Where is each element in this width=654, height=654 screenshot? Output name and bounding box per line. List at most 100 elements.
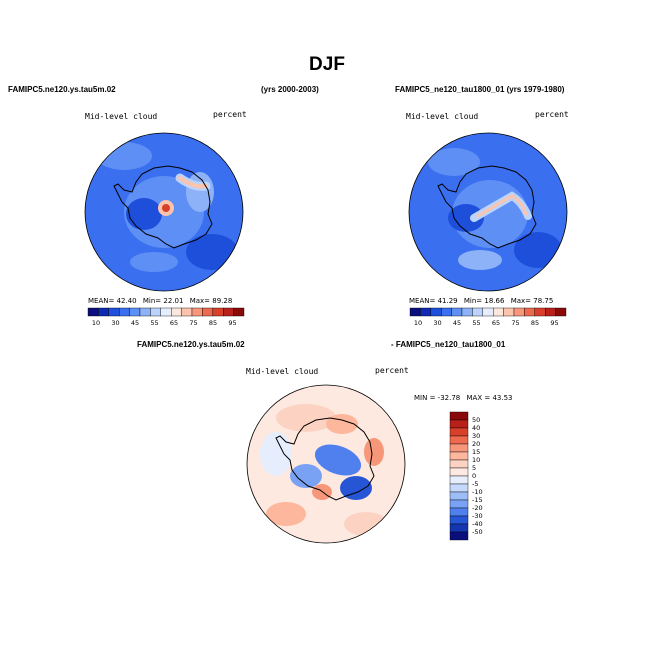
panel3-map — [246, 384, 406, 544]
panel2-colorbar-label: 65 — [492, 319, 500, 327]
panel2-colorbar-label: 30 — [433, 319, 441, 327]
panel3-colorbar-swatch — [449, 419, 469, 429]
panel2-colorbar: 10 30 45 55 65 75 85 95 — [409, 307, 567, 327]
panel1-map — [84, 132, 244, 292]
panel2-colorbar-swatch — [555, 307, 567, 317]
panel1-field-patch — [186, 234, 238, 270]
panel2-variable: Mid-level cloud — [406, 112, 479, 121]
panel3-colorbar-label: 50 — [472, 416, 480, 424]
panel3-colorbar-swatch — [449, 451, 469, 461]
panel3-colorbar-swatch — [449, 443, 469, 453]
panel3-colorbar-swatch — [449, 515, 469, 525]
panel2-colorbar-swatch — [482, 307, 494, 317]
panel3-colorbar-label: -20 — [472, 504, 483, 512]
panel2-max-value: 78.75 — [533, 297, 554, 305]
panel1-field-patch — [162, 204, 170, 212]
panel2-coastline — [437, 165, 537, 249]
panel2-colorbar-swatch — [472, 307, 484, 317]
panel1-min-value: 22.01 — [163, 297, 184, 305]
panel1-stats: MEAN= 42.40 Min= 22.01 Max= 89.28 — [88, 297, 232, 305]
panel1-field-band — [178, 176, 208, 189]
panel1-units: percent — [213, 110, 247, 119]
panel3-colorbar-label: 15 — [472, 448, 480, 456]
panel1-colorbar-swatch — [160, 307, 172, 317]
diff-model-b: - FAMIPC5_ne120_tau1800_01 — [391, 340, 506, 349]
panel2-mean-label: MEAN= — [409, 297, 436, 305]
left-model-name: FAMIPC5.ne120.ys.tau5m.02 — [8, 85, 116, 94]
panel3-colorbar-swatch — [449, 435, 469, 445]
panel2-mean-value: 41.29 — [437, 297, 458, 305]
panel1-colorbar-swatch — [129, 307, 141, 317]
panel2-field — [409, 133, 567, 291]
panel3-colorbar-swatch — [449, 459, 469, 469]
panel3-stats: MIN = -32.78 MAX = 43.53 — [414, 394, 512, 402]
panel1-mean-label: MEAN= — [88, 297, 115, 305]
panel3-colorbar-label: -50 — [472, 528, 483, 536]
panel3-field-patch — [290, 464, 322, 488]
panel1-colorbar-label: 10 — [92, 319, 100, 327]
panel2-colorbar-swatch — [503, 307, 515, 317]
panel3-colorbar-swatch — [449, 491, 469, 501]
panel3-units: percent — [375, 366, 409, 375]
panel3-field-patch — [266, 502, 306, 526]
panel2-colorbar-swatch — [524, 307, 536, 317]
panel3-colorbar-label: -5 — [472, 480, 478, 488]
panel3-field-patch — [340, 476, 372, 500]
panel2-colorbar-swatch — [534, 307, 546, 317]
panel1-colorbar-label: 75 — [189, 319, 197, 327]
panel2-map-border — [408, 132, 568, 292]
panel1-field-patch — [126, 198, 162, 230]
panel2-colorbar-swatch — [451, 307, 463, 317]
panel1-colorbar-swatch — [222, 307, 234, 317]
panel2-stats: MEAN= 41.29 Min= 18.66 Max= 78.75 — [409, 297, 553, 305]
panel2-colorbar-swatch — [492, 307, 504, 317]
panel3-map-border — [246, 384, 406, 544]
panel3-colorbar-label: -10 — [472, 488, 483, 496]
panel2-field-band — [476, 194, 528, 218]
panel2-field-patch — [514, 232, 562, 268]
panel3-max-value: 43.53 — [492, 394, 513, 402]
panel1-field-patch — [130, 252, 178, 272]
panel1-max-label: Max= — [189, 297, 211, 305]
panel1-colorbar-label: 95 — [228, 319, 236, 327]
panel1-colorbar-swatch — [98, 307, 109, 317]
panel1-mean-value: 42.40 — [116, 297, 137, 305]
panel3-colorbar-swatch — [449, 507, 469, 517]
panel1-colorbar-label: 65 — [170, 319, 178, 327]
panel2-colorbar-swatch — [513, 307, 525, 317]
panel3-min-value: -32.78 — [437, 394, 461, 402]
panel2-colorbar-label: 45 — [453, 319, 461, 327]
panel2-map — [408, 132, 568, 292]
panel3-colorbar-label: -15 — [472, 496, 483, 504]
panel2-max-label: Max= — [510, 297, 532, 305]
panel3-colorbar-label: 30 — [472, 432, 480, 440]
panel3-colorbar-label: 5 — [472, 464, 476, 472]
panel2-colorbar-label: 85 — [531, 319, 539, 327]
panel2-colorbar-label: 55 — [472, 319, 480, 327]
panel3-colorbar-swatch — [449, 411, 469, 421]
panel1-colorbar-swatch — [139, 307, 151, 317]
panel1-colorbar-swatch — [202, 307, 214, 317]
panel1-colorbar-swatch — [119, 307, 130, 317]
panel1-min-label: Min= — [142, 297, 162, 305]
panel3-max-label: MAX = — [466, 394, 491, 402]
panel1-colorbar-swatch — [212, 307, 224, 317]
panel3-colorbar-swatch — [449, 523, 469, 533]
panel2-colorbar-swatch — [461, 307, 473, 317]
panel1-variable: Mid-level cloud — [85, 112, 158, 121]
panel2-colorbar-label: 95 — [550, 319, 558, 327]
panel2-min-value: 18.66 — [484, 297, 505, 305]
panel2-colorbar-swatch — [409, 307, 421, 317]
panel3-field-patch — [364, 438, 384, 466]
panel1-colorbar-swatch — [233, 307, 245, 317]
panel1-colorbar-swatch — [181, 307, 193, 317]
panel2-min-label: Min= — [463, 297, 483, 305]
panel1-colorbar-swatch — [150, 307, 162, 317]
panel1-colorbar-swatch — [108, 307, 120, 317]
panel1-colorbar-swatch — [87, 307, 99, 317]
panel3-colorbar-swatch — [449, 427, 469, 437]
panel3-colorbar-swatch — [449, 499, 469, 509]
panel3-field-patch — [260, 432, 292, 476]
panel2-field-patch — [428, 148, 480, 176]
